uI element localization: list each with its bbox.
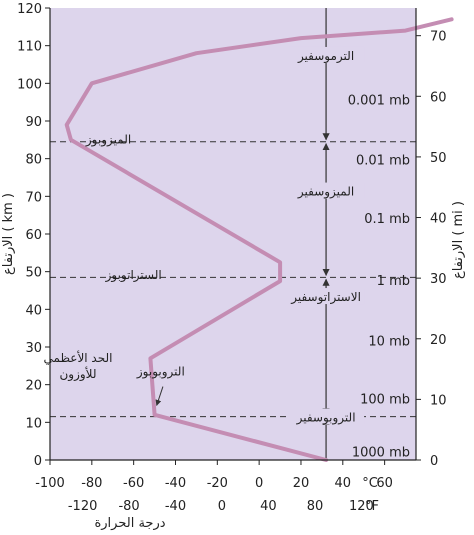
x-tick-label-f: 40 [260, 499, 277, 514]
x-tick-label-f: 0 [218, 499, 226, 514]
x-unit-celsius: °C [362, 476, 378, 491]
x-tick-label-c: -80 [81, 476, 102, 491]
x-tick-label-c: 20 [293, 476, 310, 491]
layer-label-bg [288, 408, 365, 425]
tick-labels: 0 10 20 30 40 50 60 70 80 90 100 110 120 0 10 20 30 40 50 6… [17, 2, 446, 514]
ozone-label-line: للأوزون [59, 366, 96, 382]
x-tick-label-c: -100 [35, 476, 65, 491]
x-unit-fahrenheit: °F [365, 499, 379, 514]
y-tick-label-km: 70 [25, 190, 42, 205]
pressure-labels: 1000 mb 100 mb 10 mb 1 mb 0.1 mb 0.01 mb 0.001… [348, 93, 410, 460]
layer-label: الترموسفير [297, 49, 354, 64]
axes [45, 7, 421, 465]
y-tick-label-km: 10 [25, 416, 42, 431]
pause-label: الميزوبوز [85, 133, 131, 148]
x-tick-label-c: -20 [207, 476, 228, 491]
pressure-label: 0.001 mb [348, 93, 410, 108]
y-tick-label-km: 0 [34, 454, 42, 469]
layer-label-bg [288, 182, 365, 199]
pressure-label: 0.01 mb [356, 154, 410, 169]
y-tick-label-mi: 20 [430, 333, 447, 348]
pressure-label: 1000 mb [352, 445, 410, 460]
y-tick-label-km: 60 [25, 228, 42, 243]
y-tick-label-km: 90 [25, 115, 42, 130]
x-tick-label-f: 80 [307, 499, 324, 514]
pause-label: الستراتوبوز [105, 268, 162, 283]
y-tick-label-km: 40 [25, 303, 42, 318]
x-tick-label-c: 60 [376, 476, 393, 491]
layer-label-bg [288, 46, 365, 63]
y-tick-label-mi: 0 [430, 454, 438, 469]
layer-labels: التروبوسفير الاستراتوسفير الميزوسفير الترمو… [288, 46, 365, 426]
layer-label: الميزوسفير [297, 185, 354, 200]
y-tick-label-km: 20 [25, 379, 42, 394]
pressure-label: 1 mb [377, 274, 410, 289]
layer-label-bg [288, 288, 365, 305]
x-tick-label-f: -120 [68, 499, 98, 514]
y-tick-label-mi: 50 [430, 151, 447, 166]
pressure-label: 10 mb [368, 334, 410, 349]
x-axis-title: درجة الحرارة [94, 516, 165, 531]
x-tick-label-f: 120 [349, 499, 374, 514]
x-tick-label-c: 40 [335, 476, 352, 491]
layer-label: التروبوسفير [296, 411, 356, 426]
pressure-label: 0.1 mb [364, 212, 410, 227]
y-tick-label-mi: 10 [430, 393, 447, 408]
y-tick-label-km: 50 [25, 266, 42, 281]
ozone-label-line: الحد الأعظمي [44, 350, 113, 365]
tropopause-pointer [155, 386, 164, 406]
layer-label: الاستراتوسفير [290, 290, 361, 305]
y-tick-label-km: 30 [25, 341, 42, 356]
x-tick-label-f: -80 [118, 499, 139, 514]
y-axis-title-right: الارتفاع ( mi ) [451, 201, 466, 279]
y-tick-label-mi: 60 [430, 90, 447, 105]
y-axis-title-left: الارتفاع ( km ) [1, 193, 16, 275]
y-tick-label-km: 80 [25, 153, 42, 168]
pause-labels: التروبوبوز الستراتوبوز الميزوبوز [85, 133, 185, 406]
y-tick-label-km: 110 [17, 40, 42, 55]
temperature-profile-line [64, 17, 454, 462]
y-tick-label-mi: 70 [430, 30, 447, 45]
y-tick-label-km: 120 [17, 2, 42, 17]
y-tick-label-mi: 40 [430, 212, 447, 227]
x-tick-label-f: -40 [165, 499, 186, 514]
pressure-label: 100 mb [360, 393, 410, 408]
x-tick-label-c: -60 [123, 476, 144, 491]
axis-titles: درجة الحرارة الارتفاع ( km ) الارتفاع ( mi… [1, 193, 466, 531]
y-tick-label-mi: 30 [430, 272, 447, 287]
pause-label: التروبوبوز [136, 364, 185, 379]
x-tick-label-c: 0 [255, 476, 263, 491]
y-tick-label-km: 100 [17, 77, 42, 92]
x-tick-label-c: -40 [165, 476, 186, 491]
